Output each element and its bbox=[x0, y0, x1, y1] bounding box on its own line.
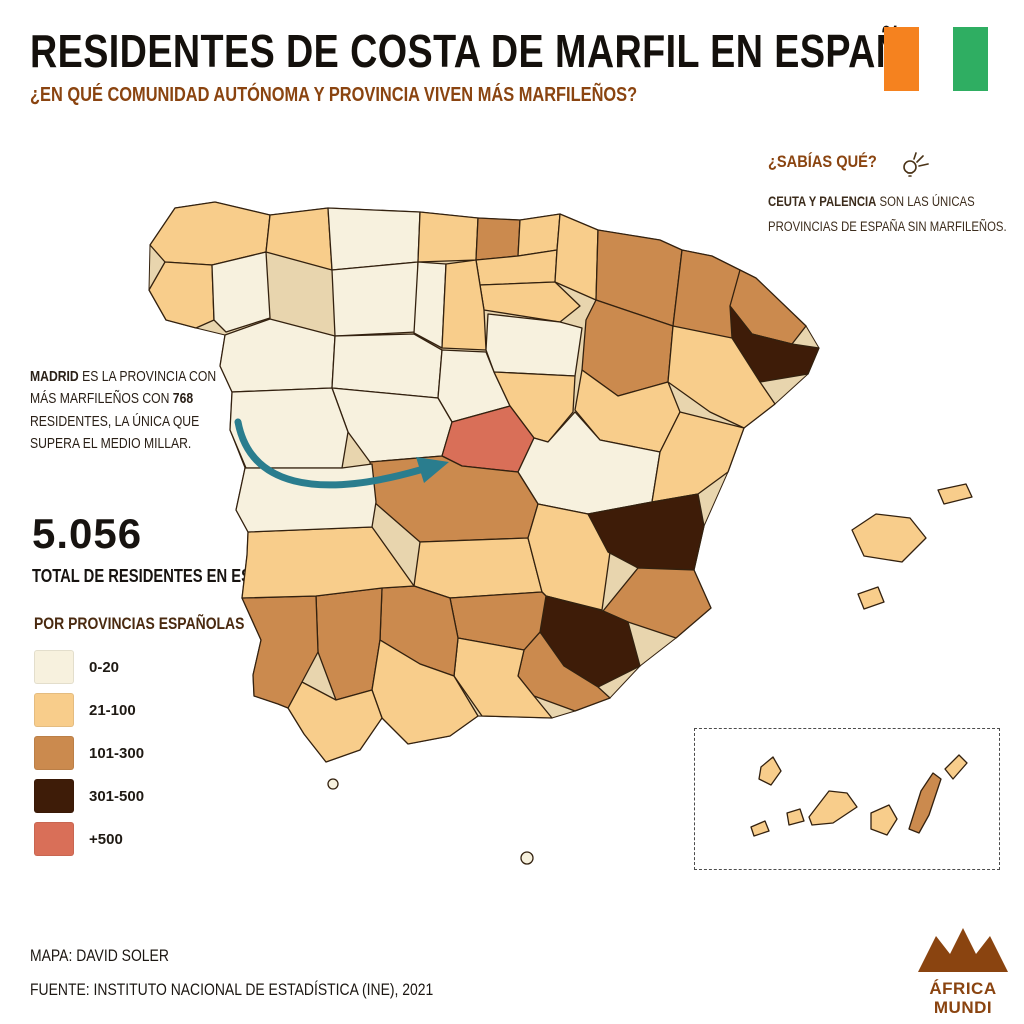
province-cadiz bbox=[287, 681, 383, 763]
legend-label: 101-300 bbox=[89, 744, 145, 762]
island-mallorca bbox=[851, 513, 927, 563]
province-gipuzkoa bbox=[517, 213, 561, 257]
province-bizkaia bbox=[475, 217, 521, 261]
province-asturias bbox=[327, 207, 421, 271]
data-source: FUENTE: INSTITUTO NACIONAL DE ESTADÍSTIC… bbox=[30, 980, 434, 999]
province-huelva bbox=[241, 595, 319, 709]
did-you-know-text: CEUTA Y PALENCIA SON LAS ÚNICAS PROVINCI… bbox=[768, 194, 1007, 234]
province-tarragona bbox=[667, 325, 776, 429]
did-you-know-box: ¿SABÍAS QUÉ? CEUTA Y PALENCIA SON LAS ÚN… bbox=[768, 152, 1018, 240]
legend-label: 301-500 bbox=[89, 787, 145, 805]
city-ceuta bbox=[327, 778, 339, 790]
legend: POR PROVINCIAS ESPAÑOLAS 0-20 21-100 101… bbox=[34, 614, 291, 865]
madrid-annotation: MADRID ES LA PROVINCIA CON MÁS MARFILEÑO… bbox=[30, 369, 217, 453]
map-credit: MAPA: DAVID SOLER bbox=[30, 946, 169, 965]
legend-label: +500 bbox=[89, 830, 123, 848]
legend-item: +500 bbox=[34, 822, 291, 856]
island-ibiza bbox=[857, 586, 885, 610]
total-residents-value: 5.056 bbox=[32, 510, 143, 557]
legend-swatch-301-500 bbox=[34, 779, 74, 813]
legend-label: 21-100 bbox=[89, 701, 136, 719]
madrid-pointer-arrow bbox=[234, 418, 449, 489]
page-title: RESIDENTES DE COSTA DE MARFIL EN ESPAÑA bbox=[30, 25, 932, 77]
legend-title: POR PROVINCIAS ESPAÑOLAS bbox=[34, 614, 245, 633]
legend-item: 21-100 bbox=[34, 693, 291, 727]
province-pontevedra bbox=[148, 261, 215, 329]
island-lanzarote bbox=[944, 754, 968, 780]
legend-item: 0-20 bbox=[34, 650, 291, 684]
flag-stripe-orange bbox=[884, 27, 919, 91]
island-fuerteventura bbox=[908, 772, 942, 834]
legend-label: 0-20 bbox=[89, 658, 120, 676]
logo-text-line1: ÁFRICA bbox=[929, 979, 997, 998]
city-melilla bbox=[520, 851, 534, 865]
page-subtitle: ¿EN QUÉ COMUNIDAD AUTÓNOMA Y PROVINCIA V… bbox=[30, 84, 638, 106]
legend-swatch-21-100 bbox=[34, 693, 74, 727]
island-la-gomera bbox=[786, 808, 805, 826]
province-palencia bbox=[413, 261, 447, 349]
flag-stripe-green bbox=[953, 27, 989, 91]
province-ourense bbox=[211, 251, 271, 333]
island-menorca bbox=[937, 483, 973, 505]
province-cantabria bbox=[417, 211, 479, 263]
island-tenerife bbox=[808, 790, 858, 826]
legend-item: 301-500 bbox=[34, 779, 291, 813]
province-valladolid bbox=[331, 333, 443, 399]
canary-islands-inset bbox=[694, 728, 1000, 870]
legend-swatch-0-20 bbox=[34, 650, 74, 684]
total-residents-label: TOTAL DE RESIDENTES EN ESPAÑA bbox=[32, 566, 292, 586]
legend-swatch-101-300 bbox=[34, 736, 74, 770]
province-leon bbox=[331, 261, 419, 337]
province-salamanca bbox=[229, 387, 349, 469]
province-navarra bbox=[554, 213, 599, 301]
province-burgos bbox=[441, 259, 487, 351]
island-el-hierro bbox=[750, 820, 770, 837]
spain-choropleth-map bbox=[148, 201, 973, 865]
africa-mundi-logo: ÁFRICA MUNDI bbox=[916, 926, 1010, 1017]
province-caceres bbox=[235, 463, 377, 533]
ivory-coast-flag bbox=[884, 27, 989, 91]
legend-item: 101-300 bbox=[34, 736, 291, 770]
logo-text-line2: MUNDI bbox=[933, 998, 993, 1018]
island-gran-canaria bbox=[870, 804, 898, 836]
canary-islands-map bbox=[750, 754, 968, 837]
mountains-logo-icon bbox=[918, 928, 1008, 972]
island-la-palma bbox=[758, 756, 782, 786]
lightbulb-doodle-icon bbox=[902, 152, 929, 177]
did-you-know-title: ¿SABÍAS QUÉ? bbox=[768, 152, 1018, 178]
flag-stripe-white bbox=[918, 27, 954, 91]
legend-swatch-500plus bbox=[34, 822, 74, 856]
province-ciudad-real bbox=[413, 537, 543, 599]
